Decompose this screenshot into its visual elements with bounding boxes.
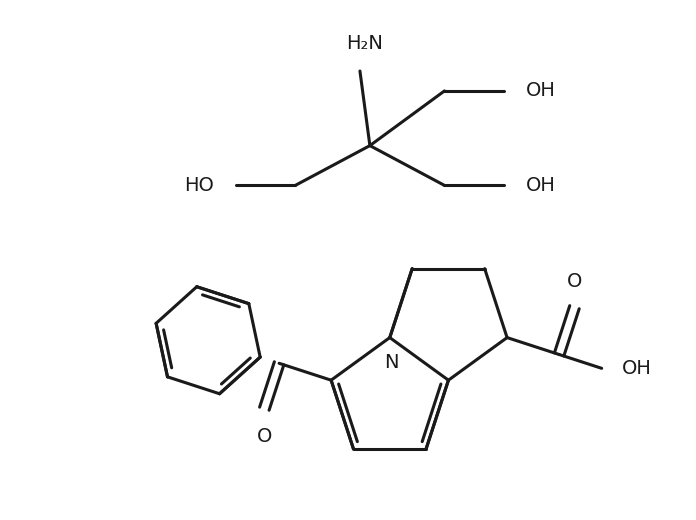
Text: OH: OH	[526, 176, 556, 195]
Text: N: N	[384, 354, 399, 372]
Text: H₂N: H₂N	[347, 34, 383, 53]
Text: OH: OH	[622, 359, 651, 378]
Text: HO: HO	[184, 176, 214, 195]
Text: O: O	[567, 272, 582, 291]
Text: OH: OH	[526, 82, 556, 100]
Text: O: O	[257, 426, 272, 446]
